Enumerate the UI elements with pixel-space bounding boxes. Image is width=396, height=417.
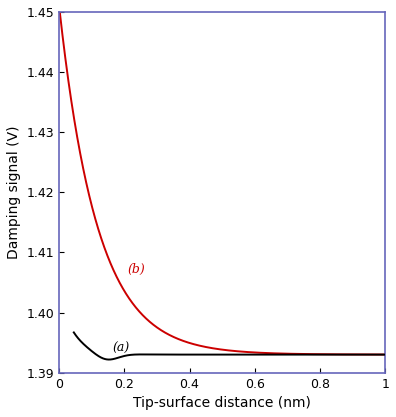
X-axis label: Tip-surface distance (nm): Tip-surface distance (nm) <box>133 396 311 410</box>
Text: (b): (b) <box>128 264 145 276</box>
Y-axis label: Damping signal (V): Damping signal (V) <box>7 126 21 259</box>
Text: (a): (a) <box>113 342 130 354</box>
